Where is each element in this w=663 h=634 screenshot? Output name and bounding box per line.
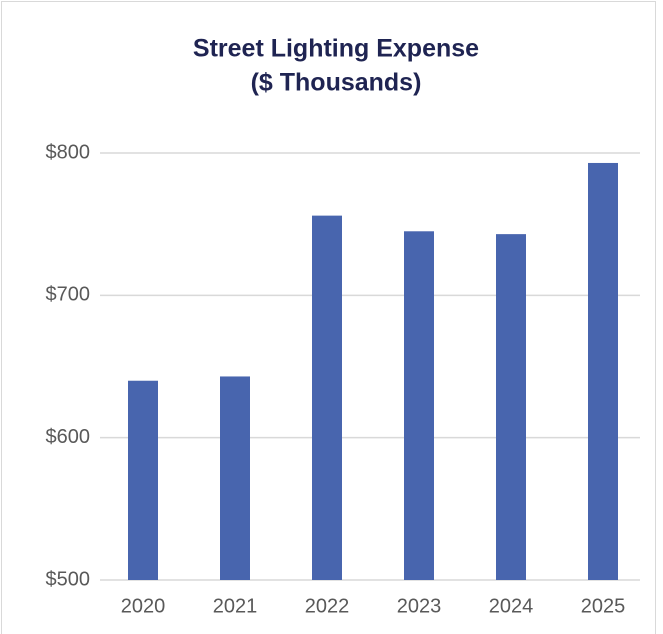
y-tick-label: $600 bbox=[46, 426, 91, 448]
bar bbox=[404, 231, 434, 581]
x-tick-label: 2021 bbox=[213, 595, 258, 617]
bar bbox=[312, 215, 342, 581]
bar bbox=[220, 376, 250, 580]
bar bbox=[588, 162, 618, 581]
y-tick-label: $800 bbox=[46, 141, 91, 163]
x-tick-label: 2020 bbox=[121, 595, 166, 617]
chart-title: Street Lighting Expense bbox=[193, 35, 479, 63]
bar bbox=[496, 234, 526, 580]
y-tick-label: $700 bbox=[46, 284, 91, 306]
bar bbox=[128, 380, 158, 580]
x-tick-label: 2023 bbox=[397, 595, 442, 617]
chart-title: ($ Thousands) bbox=[251, 69, 422, 97]
x-tick-label: 2024 bbox=[489, 595, 534, 617]
y-tick-label: $500 bbox=[46, 568, 91, 590]
x-tick-label: 2025 bbox=[581, 595, 626, 617]
x-tick-label: 2022 bbox=[305, 595, 350, 617]
